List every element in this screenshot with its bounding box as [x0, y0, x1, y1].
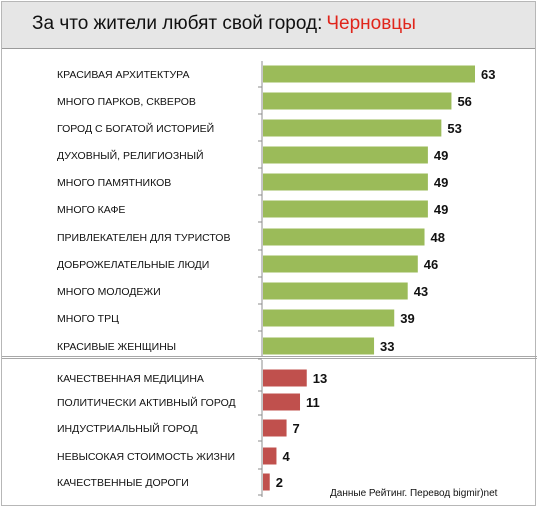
category-label: КАЧЕСТВЕННЫЕ ДОРОГИ — [57, 477, 189, 489]
category-label: ПОЛИТИЧЕСКИ АКТИВНЫЙ ГОРОД — [57, 396, 236, 409]
value-label: 4 — [282, 449, 290, 464]
value-label: 48 — [431, 230, 445, 245]
category-label: КРАСИВЫЕ ЖЕНЩИНЫ — [57, 341, 176, 353]
category-label: МНОГО ПАМЯТНИКОВ — [57, 177, 171, 189]
title-city: Черновцы — [326, 13, 416, 34]
value-label: 13 — [313, 371, 327, 386]
value-label: 53 — [447, 121, 461, 136]
value-label: 46 — [424, 257, 438, 272]
positive-bar — [263, 255, 418, 273]
group-divider — [2, 356, 537, 359]
category-label: МНОГО МОЛОДЕЖИ — [57, 286, 161, 298]
category-label: НЕВЫСОКАЯ СТОИМОСТЬ ЖИЗНИ — [57, 451, 235, 463]
positive-bar — [263, 282, 408, 300]
negative-bar — [263, 447, 277, 465]
category-label: МНОГО ТРЦ — [57, 313, 119, 325]
positive-bar — [263, 200, 428, 218]
source-note: Данные Рейтинг. Перевод bigmir)net — [330, 488, 498, 499]
positive-bar — [263, 309, 395, 327]
value-label: 39 — [400, 311, 414, 326]
category-label: КАЧЕСТВЕННАЯ МЕДИЦИНА — [57, 373, 204, 385]
category-label: ДОБРОЖЕЛАТЕЛЬНЫЕ ЛЮДИ — [57, 259, 209, 271]
negative-bar — [263, 473, 270, 491]
category-label: КРАСИВАЯ АРХИТЕКТУРА — [57, 69, 190, 81]
positive-bar — [263, 119, 442, 137]
category-label: ГОРОД С БОГАТОЙ ИСТОРИЕЙ — [57, 122, 214, 135]
value-label: 2 — [276, 475, 283, 490]
title-text: За что жители любят свой город: — [32, 13, 323, 34]
value-label: 43 — [414, 284, 428, 299]
positive-bar — [263, 146, 428, 164]
negative-bar — [263, 369, 307, 387]
positive-bar — [263, 337, 375, 355]
negative-bar — [263, 419, 287, 437]
chart-header: За что жители любят свой город: Черновцы — [2, 2, 535, 49]
value-label: 33 — [380, 339, 394, 354]
value-label: 7 — [293, 421, 300, 436]
negative-bar — [263, 393, 301, 411]
positive-bar — [263, 173, 428, 191]
category-label: МНОГО ПАРКОВ, СКВЕРОВ — [57, 96, 196, 108]
value-label: 49 — [434, 202, 448, 217]
value-label: 49 — [434, 148, 448, 163]
value-label: 56 — [457, 94, 471, 109]
value-label: 63 — [481, 67, 495, 82]
category-label: ИНДУСТРИАЛЬНЫЙ ГОРОД — [57, 422, 198, 435]
category-label: МНОГО КАФЕ — [57, 204, 125, 216]
value-label: 11 — [306, 395, 320, 410]
chart-title: За что жители любят свой город: Черновцы — [32, 13, 416, 35]
positive-bar — [263, 65, 475, 83]
value-label: 49 — [434, 175, 448, 190]
positive-bar — [263, 228, 425, 246]
category-label: ПРИВЛЕКАТЕЛЕН ДЛЯ ТУРИСТОВ — [57, 232, 230, 244]
positive-bar — [263, 92, 452, 110]
category-label: ДУХОВНЫЙ, РЕЛИГИОЗНЫЙ — [57, 149, 204, 162]
